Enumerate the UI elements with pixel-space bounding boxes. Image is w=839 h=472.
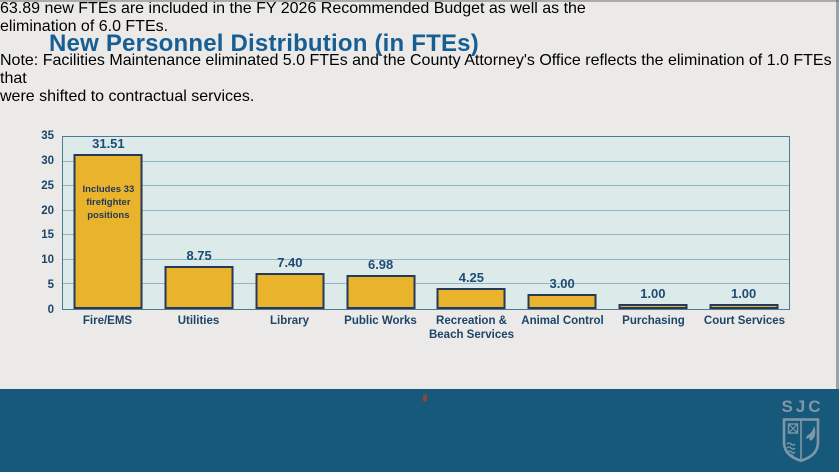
- y-tick-label: 15: [41, 229, 54, 242]
- bar-utilities: [164, 266, 234, 309]
- y-tick-label: 0: [47, 304, 54, 316]
- gridline: [63, 234, 789, 236]
- bar-animal-control: [527, 294, 597, 309]
- shield-icon: [782, 418, 820, 462]
- y-tick-label: 20: [41, 204, 54, 217]
- x-axis-label: Utilities: [177, 315, 220, 327]
- sjc-logo: SJC: [776, 397, 826, 462]
- gridline: [63, 283, 789, 285]
- x-axis-label: Animal Control: [521, 315, 604, 327]
- bar-slot: 4.25: [426, 137, 517, 309]
- pointer-dot: [423, 394, 427, 402]
- bar-value-label: 3.00: [549, 276, 575, 292]
- bar-annotation: Includes 33 firefighter positions: [82, 184, 135, 221]
- logo-text: SJC: [781, 397, 824, 416]
- bar-slot: Includes 33 firefighter positions 31.51: [63, 136, 154, 309]
- page-title: New Personnel Distribution (in FTEs): [49, 30, 479, 57]
- y-tick-label: 35: [41, 130, 54, 142]
- y-tick-label: 5: [47, 279, 54, 292]
- x-axis-label: Purchasing: [622, 315, 685, 327]
- x-axis-label: Public Works: [344, 315, 417, 327]
- x-axis-label: Recreation & Beach Services: [428, 315, 515, 342]
- bar-court-services: [709, 304, 779, 309]
- bar-slot: 1.00: [698, 137, 789, 309]
- bar-value-label: 4.25: [458, 270, 485, 286]
- bar-value-label: 6.98: [367, 256, 394, 272]
- subtitle-line-2: elimination of 6.0 FTEs.: [0, 18, 169, 35]
- footnote-line-1: Note: Facilities Maintenance eliminated …: [0, 52, 832, 87]
- bar-value-label: 31.51: [92, 136, 125, 152]
- y-tick-label: 10: [41, 254, 54, 267]
- bar-value-label: 8.75: [186, 248, 212, 263]
- x-axis-label: Fire/EMS: [82, 315, 133, 327]
- gridline: [63, 209, 789, 211]
- gridline: [63, 160, 789, 162]
- bar-library: [255, 272, 325, 309]
- plot-area: Includes 33 firefighter positions 31.51 8.…: [62, 136, 790, 310]
- y-tick-label: 30: [41, 154, 54, 167]
- bar-slot: 6.98: [335, 137, 426, 309]
- footnote-line-2: were shifted to contractual services.: [0, 88, 255, 105]
- bar-public-works: [346, 274, 416, 309]
- bar-slot: 1.00: [608, 137, 699, 309]
- gridline: [63, 258, 789, 260]
- subtitle-line-1: 63.89 new FTEs are included in the FY 20…: [0, 0, 586, 17]
- bar-value-label: 1.00: [640, 286, 666, 302]
- top-border: [0, 0, 839, 2]
- x-axis-label: Library: [270, 315, 309, 327]
- bar-slot: 8.75: [154, 137, 245, 309]
- bar-value-label: 7.40: [277, 254, 303, 270]
- x-axis-labels: Fire/EMS Utilities Library Public Works Recr…: [62, 314, 790, 343]
- gridline: [63, 185, 789, 187]
- bar-value-label: 1.00: [730, 286, 757, 302]
- y-tick-label: 25: [41, 179, 54, 192]
- bar-purchasing: [618, 304, 688, 309]
- bar-recreation-: [436, 288, 506, 309]
- bar-slot: 3.00: [517, 137, 608, 309]
- y-axis: 0 5 10 15 20 25 30 35: [28, 130, 58, 316]
- bar-fire-ems: Includes 33 firefighter positions: [73, 154, 143, 309]
- x-axis-label: Court Services: [703, 315, 786, 327]
- footer-band: [0, 389, 839, 472]
- right-border: [836, 0, 839, 389]
- bar-chart: 0 5 10 15 20 25 30 35 Includes 33 firefighter p…: [28, 130, 790, 343]
- bar-slot: 7.40: [245, 137, 336, 309]
